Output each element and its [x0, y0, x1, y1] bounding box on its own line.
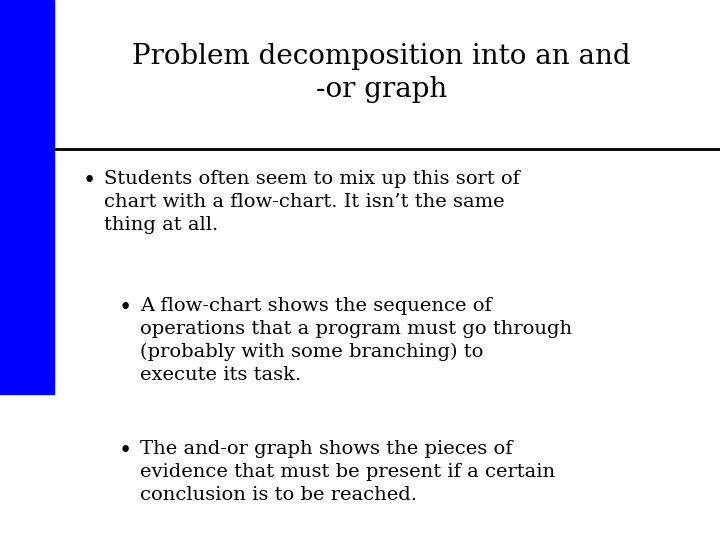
Text: •: • [83, 170, 96, 192]
Text: •: • [119, 297, 132, 319]
Text: Students often seem to mix up this sort of
chart with a flow-chart. It isn’t the: Students often seem to mix up this sort … [104, 170, 521, 234]
Text: •: • [119, 440, 132, 462]
Text: A flow-chart shows the sequence of
operations that a program must go through
(pr: A flow-chart shows the sequence of opera… [140, 297, 572, 384]
Text: The and-or graph shows the pieces of
evidence that must be present if a certain
: The and-or graph shows the pieces of evi… [140, 440, 556, 504]
Text: Problem decomposition into an and
-or graph: Problem decomposition into an and -or gr… [132, 43, 631, 103]
Bar [0, 0, 54, 394]
